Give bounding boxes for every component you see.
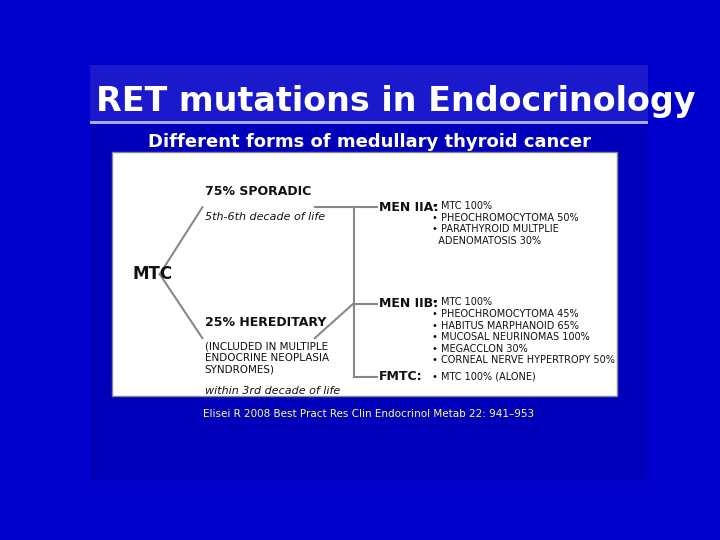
Text: within 3rd decade of life: within 3rd decade of life: [204, 386, 340, 396]
Text: Elisei R 2008 Best Pract Res Clin Endocrinol Metab 22: 941–953: Elisei R 2008 Best Pract Res Clin Endocr…: [204, 409, 534, 419]
Text: • MTC 100%
• PHEOCHROMOCYTOMA 50%
• PARATHYROID MULTPLIE
  ADENOMATOSIS 30%: • MTC 100% • PHEOCHROMOCYTOMA 50% • PARA…: [432, 201, 578, 246]
Text: (INCLUDED IN MULTIPLE
ENDOCRINE NEOPLASIA
SYNDROMES): (INCLUDED IN MULTIPLE ENDOCRINE NEOPLASI…: [204, 341, 329, 374]
Text: Different forms of medullary thyroid cancer: Different forms of medullary thyroid can…: [148, 133, 590, 151]
Text: MEN IIA:: MEN IIA:: [379, 201, 438, 214]
Text: RET mutations in Endocrinology: RET mutations in Endocrinology: [96, 85, 696, 118]
Bar: [90, 65, 648, 123]
Text: 25% HEREDITARY: 25% HEREDITARY: [204, 316, 326, 329]
Text: • MTC 100% (ALONE): • MTC 100% (ALONE): [432, 372, 536, 382]
Text: 5th-6th decade of life: 5th-6th decade of life: [204, 212, 325, 222]
Text: FMTC:: FMTC:: [379, 370, 423, 383]
Text: • MTC 100%
• PHEOCHROMOCYTOMA 45%
• HABITUS MARPHANOID 65%
• MUCOSAL NEURINOMAS : • MTC 100% • PHEOCHROMOCYTOMA 45% • HABI…: [432, 298, 615, 366]
Bar: [112, 152, 617, 396]
Text: 75% SPORADIC: 75% SPORADIC: [204, 185, 311, 198]
Text: MEN IIB:: MEN IIB:: [379, 297, 438, 310]
Text: MTC: MTC: [132, 265, 173, 284]
Bar: [90, 121, 648, 124]
